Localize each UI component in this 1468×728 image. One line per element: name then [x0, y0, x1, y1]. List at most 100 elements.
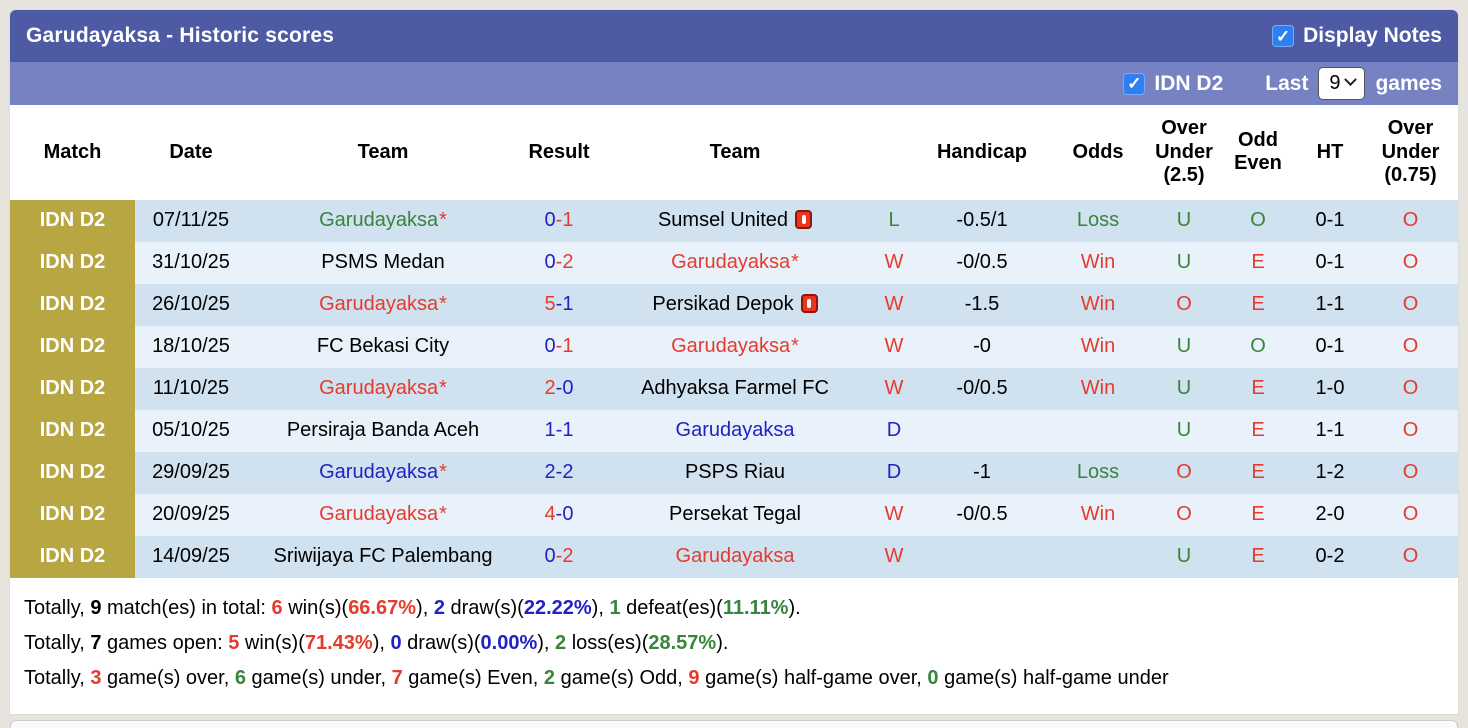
away-team-cell: Persikad Depok: [599, 283, 871, 326]
win-loss-cell: W: [871, 283, 917, 326]
home-team-cell: Garudayaksa*: [247, 199, 519, 242]
date-cell: 14/09/25: [135, 535, 247, 578]
home-team-cell: FC Bekasi City: [247, 325, 519, 368]
win-loss-cell: D: [871, 409, 917, 452]
odd-even-cell: O: [1219, 325, 1297, 368]
league-cell: IDN D2: [10, 325, 135, 368]
date-cell: 18/10/25: [135, 325, 247, 368]
home-team-cell: Garudayaksa*: [247, 493, 519, 536]
display-notes-label: Display Notes: [1303, 24, 1442, 47]
over-under-25-cell: O: [1149, 283, 1219, 326]
away-team-name: Garudayaksa: [671, 251, 791, 274]
over-under-25-cell: U: [1149, 367, 1219, 410]
summary-segment: draw(s)(: [444, 596, 524, 619]
summary-segment: Totally,: [24, 596, 91, 619]
home-team-name: Persiraja Banda Aceh: [286, 419, 480, 442]
summary-segment: game(s) half-game over,: [699, 666, 928, 689]
half-time-cell: 2-0: [1297, 493, 1363, 536]
league-cell: IDN D2: [10, 493, 135, 536]
away-score: -1: [555, 335, 574, 358]
match-row: IDN D2 20/09/25 Garudayaksa* 4-0 Persekat Te…: [10, 493, 1458, 536]
over-under-075-cell: O: [1363, 451, 1458, 494]
home-team-cell: Garudayaksa*: [247, 367, 519, 410]
over-under-075-cell: O: [1363, 241, 1458, 284]
summary-segment: game(s) under,: [245, 666, 392, 689]
summary-segment: ),: [372, 631, 391, 654]
league-filter-toggle[interactable]: ✓ IDN D2: [1123, 72, 1223, 96]
away-score: -0: [555, 503, 574, 526]
date-cell: 07/11/25: [135, 199, 247, 242]
last-n-select[interactable]: 9: [1318, 67, 1366, 100]
match-row: IDN D2 26/10/25 Garudayaksa* 5-1 Persikad De…: [10, 283, 1458, 326]
league-cell: IDN D2: [10, 241, 135, 284]
chevron-down-icon: [1343, 73, 1357, 87]
summary-segment: 0: [927, 666, 939, 689]
date-cell: 26/10/25: [135, 283, 247, 326]
summary-segment: win(s)(: [282, 596, 349, 619]
league-cell: IDN D2: [10, 283, 135, 326]
panel-title-bar: Garudayaksa - Historic scores ✓ Display …: [10, 10, 1458, 62]
league-checkbox[interactable]: ✓: [1123, 72, 1146, 95]
check-icon: ✓: [1127, 74, 1142, 93]
summary-segment: 0.00%: [480, 631, 538, 654]
column-header-team-away: Team: [599, 105, 871, 200]
handicap-cell: -1.5: [917, 283, 1047, 326]
historic-scores-table: Match Date Team Result Team Handicap Odds Over U…: [10, 105, 1458, 578]
over-under-075-cell: O: [1363, 535, 1458, 578]
odds-cell: Loss: [1047, 199, 1149, 242]
date-cell: 05/10/25: [135, 409, 247, 452]
away-team-cell: Adhyaksa Farmel FC: [599, 367, 871, 410]
column-header-odds: Odds: [1047, 105, 1149, 200]
check-icon: ✓: [1275, 26, 1291, 46]
red-card-icon: [795, 210, 813, 230]
column-header-ht: HT: [1297, 105, 1363, 200]
table-header-row: Match Date Team Result Team Handicap Odds Over U…: [10, 105, 1458, 200]
last-n-value: 9: [1329, 72, 1341, 94]
summary-segment: 28.57%: [648, 631, 717, 654]
display-notes-checkbox[interactable]: ✓: [1272, 25, 1295, 47]
over-under-25-cell: U: [1149, 241, 1219, 284]
date-cell: 29/09/25: [135, 451, 247, 494]
handicap-cell: -0/0.5: [917, 367, 1047, 410]
handicap-cell: -0.5/1: [917, 199, 1047, 242]
column-header-date: Date: [135, 105, 247, 200]
home-score: 0: [544, 209, 556, 232]
summary-segment: 22.22%: [523, 596, 592, 619]
handicap-cell: -0/0.5: [917, 493, 1047, 536]
home-team-name: FC Bekasi City: [316, 335, 450, 358]
summary-segment: draw(s)(: [401, 631, 481, 654]
summary-segment: 2: [433, 596, 445, 619]
league-cell: IDN D2: [10, 451, 135, 494]
column-header-line: HT: [1316, 140, 1344, 163]
summary-segment: 71.43%: [304, 631, 373, 654]
column-header-line: Match: [43, 140, 102, 163]
games-label: games: [1375, 71, 1442, 95]
column-header-line: (2.5): [1163, 164, 1205, 187]
display-notes-toggle[interactable]: ✓ Display Notes: [1272, 24, 1442, 48]
date-cell: 11/10/25: [135, 367, 247, 410]
odd-even-cell: E: [1219, 241, 1297, 284]
odds-cell: Win: [1047, 283, 1149, 326]
over-under-075-cell: O: [1363, 409, 1458, 452]
over-under-25-cell: U: [1149, 535, 1219, 578]
last-label: Last: [1265, 71, 1309, 95]
summary-segment: 11.11%: [722, 596, 789, 619]
summary-segment: 5: [228, 631, 240, 654]
summary-segment: game(s) over,: [101, 666, 235, 689]
column-header-line: (0.75): [1384, 164, 1437, 187]
home-score: 0: [544, 545, 556, 568]
column-header-result: Result: [519, 105, 599, 200]
odd-even-cell: E: [1219, 493, 1297, 536]
half-time-cell: 0-1: [1297, 325, 1363, 368]
team-star: *: [791, 251, 799, 274]
win-loss-cell: W: [871, 241, 917, 284]
home-team-name: PSMS Medan: [321, 251, 445, 274]
away-score: -1: [555, 209, 574, 232]
over-under-25-cell: U: [1149, 199, 1219, 242]
column-header-team-home: Team: [247, 105, 519, 200]
league-cell: IDN D2: [10, 199, 135, 242]
column-header-wl: [871, 105, 917, 200]
league-cell: IDN D2: [10, 409, 135, 452]
over-under-075-cell: O: [1363, 325, 1458, 368]
home-team-cell: Garudayaksa*: [247, 283, 519, 326]
